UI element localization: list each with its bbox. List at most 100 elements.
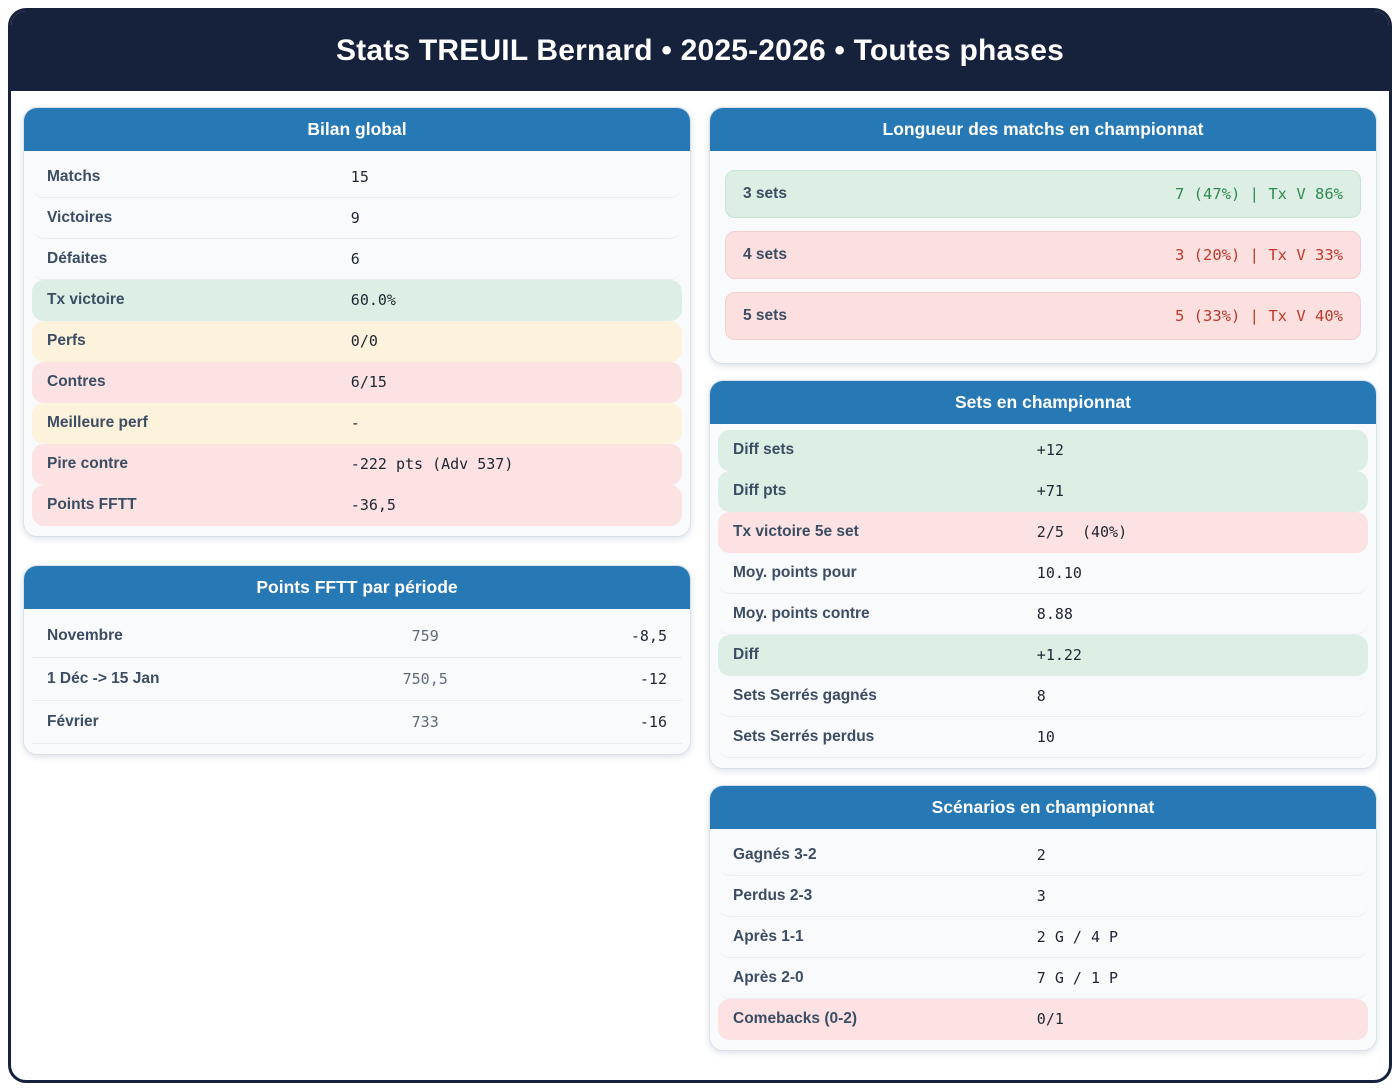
- stat-value: +1.22: [1036, 646, 1082, 664]
- stat-label: Après 1-1: [733, 928, 804, 945]
- dashboard-frame: Stats TREUIL Bernard • 2025-2026 • Toute…: [8, 8, 1392, 1083]
- stat-value: 7 G / 1 P: [1036, 969, 1119, 987]
- stat-label: Perfs: [47, 332, 86, 349]
- period-row: Février 733 -16: [32, 701, 682, 744]
- stat-row: Après 2-0 7 G / 1 P: [718, 958, 1368, 999]
- stat-label: Moy. points pour: [733, 564, 857, 581]
- stat-value: -36,5: [350, 496, 396, 514]
- panel-body: Novembre 759 -8,5 1 Déc -> 15 Jan 750,5 -12 Fé…: [24, 609, 690, 754]
- stat-row: Défaites 6: [32, 239, 682, 280]
- stat-value: 0/1: [1036, 1010, 1064, 1028]
- stat-value: +12: [1036, 441, 1064, 459]
- panel-body: 3 sets 7 (47%) | Tx V 86% 4 sets 3 (20%) | …: [710, 151, 1376, 363]
- stat-label: Sets Serrés gagnés: [733, 687, 877, 704]
- stat-row: Pire contre -222 pts (Adv 537): [32, 444, 682, 485]
- period-row: 1 Déc -> 15 Jan 750,5 -12: [32, 658, 682, 701]
- period-label: Novembre: [47, 627, 123, 644]
- stat-label: Meilleure perf: [47, 414, 148, 431]
- panel-sets-championnat: Sets en championnat Diff sets +12 Diff pts…: [709, 380, 1377, 769]
- stat-label: Défaites: [47, 250, 108, 267]
- stat-row: Meilleure perf -: [32, 403, 682, 444]
- stat-label: Moy. points contre: [733, 605, 870, 622]
- stat-row: Tx victoire 5e set 2/5 (40%): [718, 512, 1368, 553]
- panel-scenarios: Scénarios en championnat Gagnés 3-2 2 Perd…: [709, 785, 1377, 1051]
- left-column: Bilan global Matchs 15 Victoires 9 Défaites 6…: [23, 107, 691, 1051]
- period-delta: -12: [639, 670, 667, 688]
- stat-row: Diff pts +71: [718, 471, 1368, 512]
- page-title: Stats TREUIL Bernard • 2025-2026 • Toute…: [335, 34, 1065, 67]
- stat-value: +71: [1036, 482, 1064, 500]
- stat-row: Diff +1.22: [718, 635, 1368, 676]
- stat-value: -: [350, 414, 360, 432]
- stat-value: 0/0: [350, 332, 378, 350]
- right-column: Longueur des matchs en championnat 3 set…: [709, 107, 1377, 1051]
- stat-value: 6/15: [350, 373, 387, 391]
- stat-value: 2/5 (40%): [1036, 523, 1128, 541]
- stat-value: 10: [1036, 728, 1055, 746]
- stat-label: Diff sets: [733, 441, 795, 458]
- stat-label: Gagnés 3-2: [733, 846, 817, 863]
- panel-bilan-global: Bilan global Matchs 15 Victoires 9 Défaites 6…: [23, 107, 691, 537]
- match-length-label: 4 sets: [743, 246, 787, 263]
- period-delta: -16: [639, 713, 667, 731]
- stat-value: 2 G / 4 P: [1036, 928, 1119, 946]
- stat-value: 2: [1036, 846, 1046, 864]
- stat-label: Matchs: [47, 168, 101, 185]
- period-label: Février: [47, 713, 99, 730]
- panel-title: Sets en championnat: [710, 381, 1376, 424]
- stat-label: Contres: [47, 373, 106, 390]
- stat-row: Sets Serrés perdus 10: [718, 717, 1368, 758]
- panel-title: Points FFTT par période: [24, 566, 690, 609]
- stat-row: Contres 6/15: [32, 362, 682, 403]
- panel-body: Diff sets +12 Diff pts +71 Tx victoire 5e se…: [710, 424, 1376, 768]
- stat-value: 6: [350, 250, 360, 268]
- stat-value: 9: [350, 209, 360, 227]
- match-length-row: 5 sets 5 (33%) | Tx V 40%: [725, 292, 1361, 340]
- stat-row: Comebacks (0-2) 0/1: [718, 999, 1368, 1040]
- stat-row: Victoires 9: [32, 198, 682, 239]
- panel-body: Gagnés 3-2 2 Perdus 2-3 3 Après 1-1 2 G / 4 P…: [710, 829, 1376, 1050]
- stat-label: Diff: [733, 646, 759, 663]
- app-header: Stats TREUIL Bernard • 2025-2026 • Toute…: [11, 11, 1389, 91]
- stat-label: Points FFTT: [47, 496, 137, 513]
- panel-points-fftt: Points FFTT par période Novembre 759 -8,5 1…: [23, 565, 691, 755]
- stat-row: Perfs 0/0: [32, 321, 682, 362]
- stat-row: Moy. points contre 8.88: [718, 594, 1368, 635]
- panel-title: Bilan global: [24, 108, 690, 151]
- stat-row: Perdus 2-3 3: [718, 876, 1368, 917]
- stat-value: 15: [350, 168, 369, 186]
- period-points: 750,5: [402, 670, 448, 688]
- stat-value: 60.0%: [350, 291, 396, 309]
- stat-value: -222 pts (Adv 537): [350, 455, 514, 473]
- content-area: Bilan global Matchs 15 Victoires 9 Défaites 6…: [11, 91, 1389, 1063]
- match-length-label: 5 sets: [743, 307, 787, 324]
- stat-label: Perdus 2-3: [733, 887, 813, 904]
- match-length-label: 3 sets: [743, 185, 787, 202]
- match-length-value: 5 (33%) | Tx V 40%: [1175, 307, 1343, 325]
- period-delta: -8,5: [630, 627, 667, 645]
- stat-value: 8.88: [1036, 605, 1073, 623]
- panel-title: Longueur des matchs en championnat: [710, 108, 1376, 151]
- stat-row: Points FFTT -36,5: [32, 485, 682, 526]
- stat-value: 3: [1036, 887, 1046, 905]
- stat-row: Matchs 15: [32, 157, 682, 198]
- match-length-row: 4 sets 3 (20%) | Tx V 33%: [725, 231, 1361, 279]
- stat-row: Tx victoire 60.0%: [32, 280, 682, 321]
- panel-body: Matchs 15 Victoires 9 Défaites 6 Tx victoire 60…: [24, 151, 690, 536]
- stat-row: Moy. points pour 10.10: [718, 553, 1368, 594]
- panel-title: Scénarios en championnat: [710, 786, 1376, 829]
- stat-label: Sets Serrés perdus: [733, 728, 875, 745]
- stat-row: Diff sets +12: [718, 430, 1368, 471]
- period-row: Novembre 759 -8,5: [32, 615, 682, 658]
- stat-value: 8: [1036, 687, 1046, 705]
- match-length-value: 3 (20%) | Tx V 33%: [1175, 246, 1343, 264]
- stat-label: Diff pts: [733, 482, 787, 499]
- stat-row: Gagnés 3-2 2: [718, 835, 1368, 876]
- stat-label: Pire contre: [47, 455, 128, 472]
- stat-value: 10.10: [1036, 564, 1082, 582]
- stat-label: Après 2-0: [733, 969, 804, 986]
- match-length-value: 7 (47%) | Tx V 86%: [1175, 185, 1343, 203]
- stat-label: Victoires: [47, 209, 113, 226]
- stat-row: Sets Serrés gagnés 8: [718, 676, 1368, 717]
